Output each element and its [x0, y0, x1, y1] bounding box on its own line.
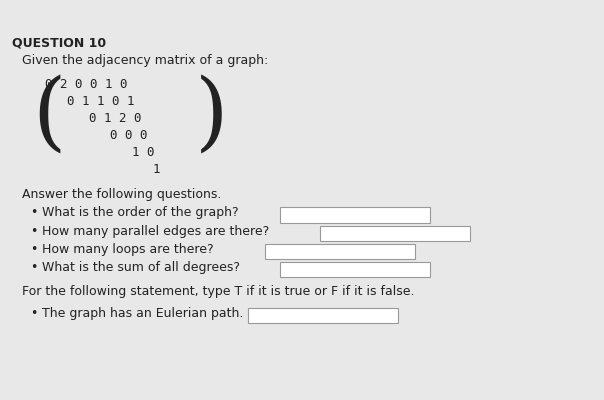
Text: ): ) [195, 74, 229, 157]
Text: QUESTION 10: QUESTION 10 [12, 36, 106, 49]
Text: 1: 1 [153, 163, 161, 176]
Text: •: • [30, 206, 37, 220]
Text: 0 1 1 0 1: 0 1 1 0 1 [67, 95, 135, 108]
FancyBboxPatch shape [280, 262, 430, 277]
Text: •: • [30, 261, 37, 274]
FancyBboxPatch shape [320, 226, 470, 240]
Text: For the following statement, type T if it is true or F if it is false.: For the following statement, type T if i… [22, 285, 414, 298]
Text: What is the order of the graph?: What is the order of the graph? [42, 206, 239, 220]
Text: 0 2 0 0 1 0: 0 2 0 0 1 0 [45, 78, 127, 91]
Text: •: • [30, 307, 37, 320]
Text: 1 0: 1 0 [132, 146, 155, 159]
Text: •: • [30, 242, 37, 256]
Text: 0 0 0: 0 0 0 [110, 129, 147, 142]
Text: The graph has an Eulerian path.: The graph has an Eulerian path. [42, 307, 243, 320]
Text: What is the sum of all degrees?: What is the sum of all degrees? [42, 261, 240, 274]
Text: •: • [30, 224, 37, 238]
FancyBboxPatch shape [280, 208, 430, 222]
FancyBboxPatch shape [265, 244, 415, 259]
Text: How many parallel edges are there?: How many parallel edges are there? [42, 224, 269, 238]
Text: Answer the following questions.: Answer the following questions. [22, 188, 222, 202]
Text: 0 1 2 0: 0 1 2 0 [89, 112, 141, 125]
FancyBboxPatch shape [248, 308, 398, 323]
Text: How many loops are there?: How many loops are there? [42, 242, 214, 256]
Text: (: ( [32, 74, 65, 157]
Text: Given the adjacency matrix of a graph:: Given the adjacency matrix of a graph: [22, 54, 268, 67]
